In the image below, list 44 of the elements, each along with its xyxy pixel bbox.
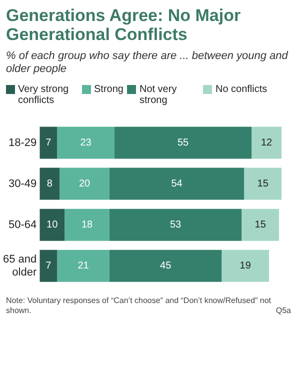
- data-label: 23: [80, 137, 92, 148]
- bar: [114, 126, 252, 159]
- bar: [242, 208, 280, 241]
- data-label: 15: [257, 178, 269, 190]
- bar: [40, 126, 58, 159]
- data-label: 21: [78, 260, 90, 272]
- data-label: 15: [254, 220, 266, 231]
- legend-label: No conflicts: [215, 84, 268, 95]
- data-label: 54: [171, 178, 183, 190]
- data-label: 55: [177, 137, 190, 148]
- bar: [60, 168, 110, 200]
- bar: [244, 168, 282, 200]
- legend-label: Strong: [94, 84, 124, 95]
- data-label: 20: [78, 178, 91, 190]
- bar: [252, 126, 282, 159]
- data-label: 7: [46, 260, 52, 272]
- data-label: 18: [81, 220, 94, 231]
- y-tick-label: 50-64: [8, 218, 37, 231]
- data-label: 12: [260, 137, 273, 148]
- data-label: 45: [160, 260, 172, 272]
- bar: [64, 208, 110, 241]
- data-label: 19: [240, 260, 252, 272]
- y-tick-label: 65 and older: [2, 253, 37, 279]
- text: Q5a: [276, 306, 291, 316]
- bar: [40, 250, 58, 282]
- legend-label: Very strong conflicts: [18, 84, 70, 106]
- bar: [109, 208, 242, 241]
- bar: [40, 208, 65, 241]
- data-label: 10: [46, 220, 58, 231]
- bar: [222, 250, 270, 282]
- data-label: 8: [46, 178, 53, 190]
- bar: [40, 168, 60, 200]
- legend-label: Not very strong: [139, 84, 178, 106]
- data-label: 53: [170, 220, 182, 231]
- data-label: 7: [46, 137, 52, 148]
- bar: [109, 168, 244, 200]
- y-tick-label: 30-49: [8, 178, 37, 190]
- bar: [109, 250, 222, 282]
- text: Note: Voluntary responses of “Can’t choose” and “Don’t know/Refused” not shown.: [6, 296, 272, 316]
- bar: [57, 126, 114, 159]
- chart-title: Generations Agree: No Major Generational Conflicts: [5, 5, 242, 44]
- bar: [57, 250, 110, 282]
- y-tick-label: 18-29: [8, 136, 37, 149]
- chart-subtitle: % of each group who say there are ... between young and older people: [5, 49, 290, 76]
